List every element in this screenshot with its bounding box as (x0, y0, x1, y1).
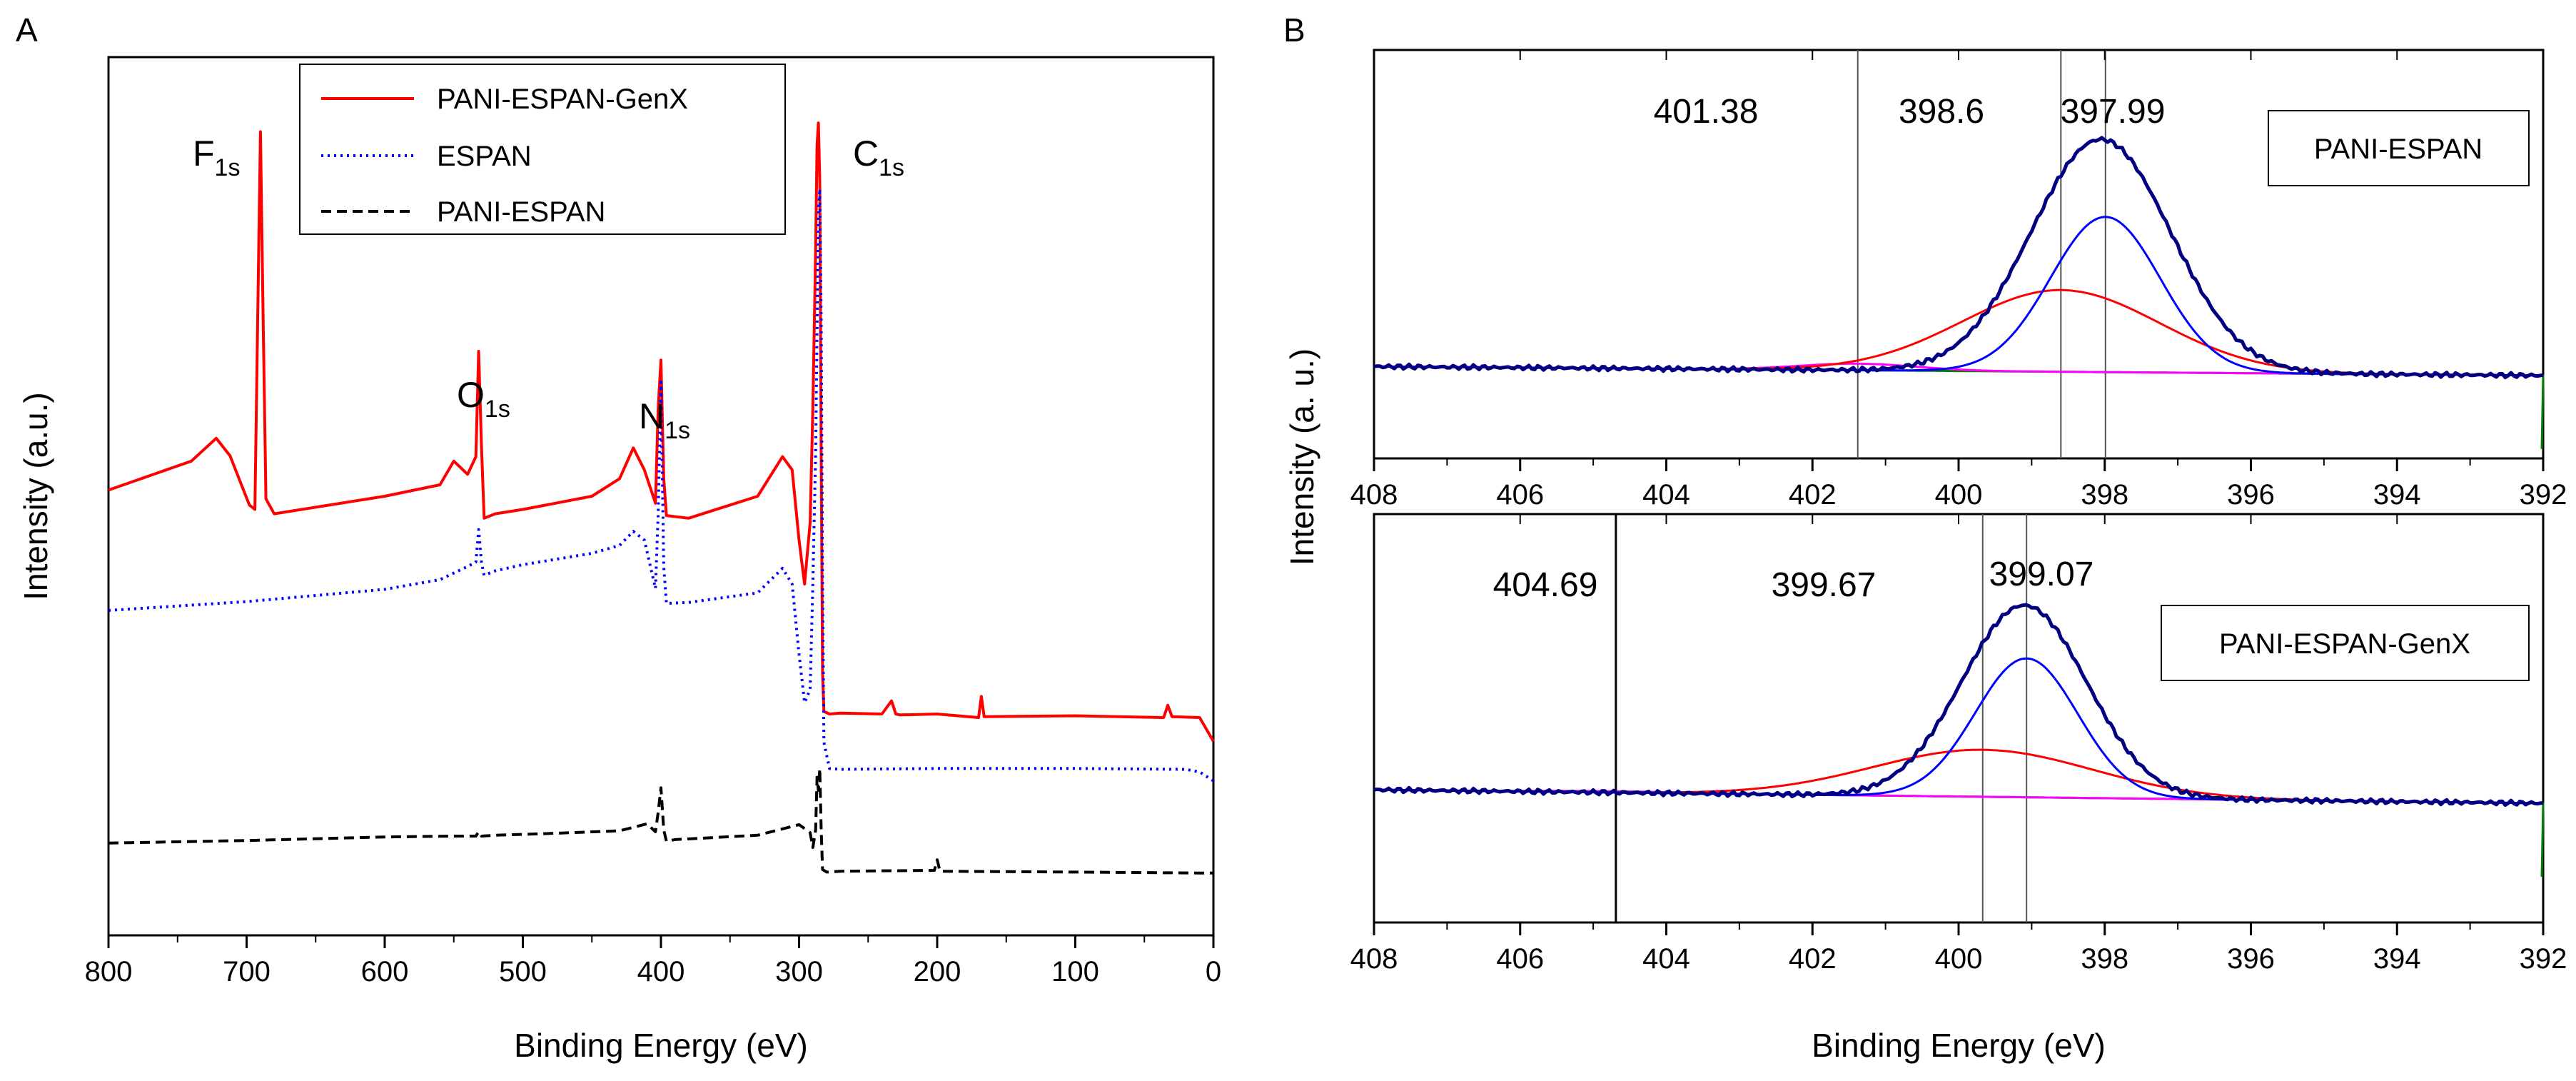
x-tick-label: 392 (2520, 479, 2567, 511)
panel-b: B 401.38 398.6 397.99 408 406 404 402 400 398 39… (1283, 11, 2567, 1064)
legend-label-pani-espan: PANI-ESPAN (437, 196, 605, 228)
x-tick-label: 600 (361, 956, 409, 987)
x-tick-label: 300 (775, 956, 823, 987)
panel-b-label: B (1283, 11, 1305, 49)
panel-a-legend-box (299, 64, 786, 235)
x-tick-label: 398 (2081, 943, 2128, 975)
x-tick-label: 396 (2227, 943, 2275, 975)
x-tick-label: 400 (1935, 479, 1983, 511)
x-tick-label: 700 (223, 956, 271, 987)
panel-b-bottom-peak-lines: 404.69 399.67 399.07 (1493, 514, 2094, 922)
peak-value-404-69: 404.69 (1493, 566, 1598, 604)
panel-b-top-peak-lines: 401.38 398.6 397.99 (1654, 50, 2166, 458)
peak-value-397-99: 397.99 (2061, 93, 2166, 131)
panel-a-x-axis-title: Binding Energy (eV) (514, 1027, 808, 1064)
series-pani-espan (108, 767, 1213, 875)
x-tick-label: 394 (2373, 943, 2421, 975)
x-tick-label: 0 (1206, 956, 1221, 987)
x-tick-label: 396 (2227, 479, 2275, 511)
panel-b-bottom-curves (1373, 603, 2545, 877)
series-pani-espan-genx (108, 121, 1215, 743)
x-tick-label: 800 (85, 956, 133, 987)
curve-top-envelope (1373, 136, 2544, 380)
peak-label-n1s: N1s (639, 396, 690, 444)
x-tick-label: 100 (1051, 956, 1099, 987)
panel-a-label: A (16, 11, 38, 49)
panel-b-top-legend-label: PANI-ESPAN (2314, 134, 2482, 165)
peak-label-o1s: O1s (457, 375, 510, 423)
panel-a-y-axis-title: Intensity (a.u.) (17, 392, 54, 600)
x-tick-label: 408 (1350, 943, 1398, 975)
panel-b-bottom-x-ticks: 408 406 404 402 400 398 396 394 392 (1350, 514, 2567, 975)
x-tick-label: 500 (499, 956, 547, 987)
panel-a-peak-labels: F1s O1s N1s C1s (193, 134, 904, 444)
x-tick-label: 200 (914, 956, 961, 987)
peak-value-399-07: 399.07 (1989, 555, 2094, 593)
x-tick-label: 394 (2373, 479, 2421, 511)
x-tick-label: 402 (1789, 479, 1837, 511)
x-tick-label: 406 (1496, 479, 1544, 511)
x-tick-label: 400 (1935, 943, 1983, 975)
curve-bottom-envelope (1373, 603, 2544, 807)
panel-b-x-axis-title: Binding Energy (eV) (1812, 1027, 2106, 1064)
panel-a-series (108, 121, 1215, 875)
x-tick-label: 404 (1642, 943, 1690, 975)
panel-a-legend: PANI-ESPAN-GenX ESPAN PANI-ESPAN (299, 64, 786, 235)
panel-b-top-x-ticks: 408 406 404 402 400 398 396 394 392 (1350, 50, 2567, 511)
legend-label-espan: ESPAN (437, 141, 532, 172)
peak-label-f1s: F1s (193, 134, 240, 181)
peak-label-c1s: C1s (853, 134, 904, 181)
series-espan (108, 187, 1215, 783)
panel-a-x-ticks: 800 700 600 500 400 300 200 100 0 (85, 935, 1221, 987)
panel-a: A 800 700 600 500 400 300 200 100 0 F1s O1s N1s C1s… (16, 11, 1221, 1064)
x-tick-label: 408 (1350, 479, 1398, 511)
x-tick-label: 402 (1789, 943, 1837, 975)
peak-value-401-38: 401.38 (1654, 93, 1759, 131)
panel-b-bottom-legend-label: PANI-ESPAN-GenX (2219, 628, 2470, 660)
panel-b-y-axis-title: Intensity (a. u.) (1283, 348, 1320, 565)
panel-b-bottom-legend-box (2161, 605, 2530, 681)
panel-b-top-legend-box (2268, 110, 2530, 186)
peak-value-398-6: 398.6 (1899, 93, 1984, 131)
x-tick-label: 406 (1496, 943, 1544, 975)
legend-label-pani-espan-genx: PANI-ESPAN-GenX (437, 84, 688, 115)
peak-value-399-67: 399.67 (1772, 566, 1877, 604)
x-tick-label: 392 (2520, 943, 2567, 975)
x-tick-label: 404 (1642, 479, 1690, 511)
x-tick-label: 400 (637, 956, 685, 987)
panel-b-top-curves (1373, 136, 2545, 449)
x-tick-label: 398 (2081, 479, 2128, 511)
